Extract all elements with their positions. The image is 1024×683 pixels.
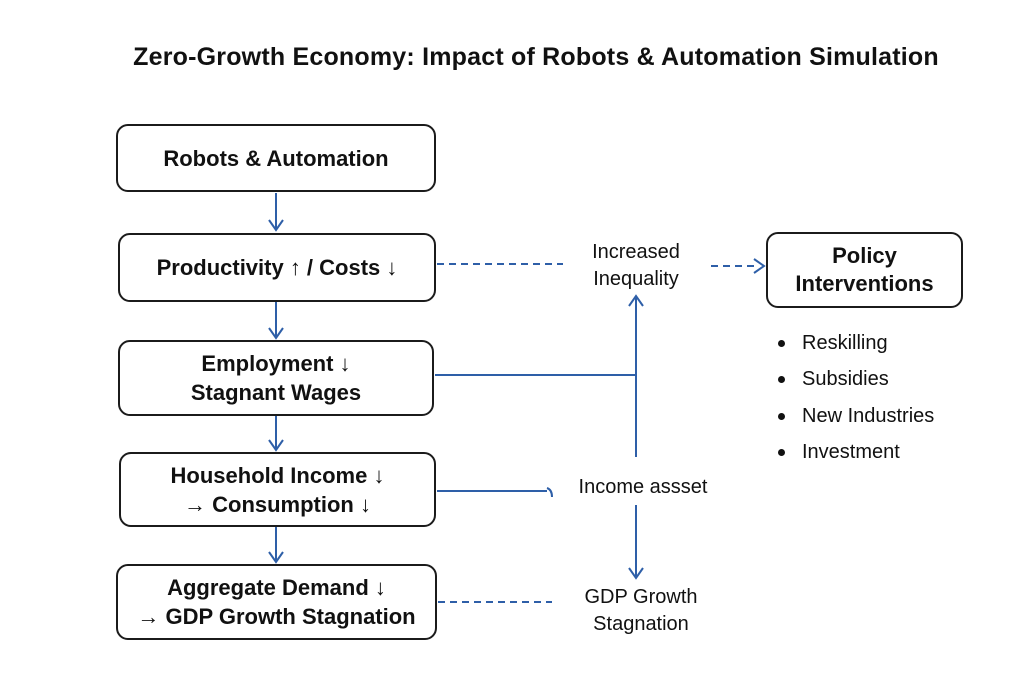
label-increased-inequality: Increased Inequality (592, 241, 680, 290)
flow-box-label: Stagnant Wages (190, 380, 362, 405)
arrow-robots-to-productivity (268, 193, 284, 232)
arrow-employment-to-household (268, 416, 284, 452)
policy-interventions-box: Policy Interventions (766, 232, 963, 308)
arrow-trunk-up-to-inequality (628, 294, 644, 457)
dashed-arrow-inequality-to-policy (711, 258, 766, 274)
flow-box-label: Productivity ↑ / Costs ↓ (156, 255, 398, 280)
list-item: Reskilling (778, 331, 934, 355)
flow-box-productivity-costs: Productivity ↑ / Costs ↓ (118, 233, 436, 302)
flow-box-label: Aggregate Demand ↓ (167, 575, 386, 600)
flow-box-label: Employment ↓ (201, 351, 351, 376)
label-gdp-stagnation: GDP Growth Stagnation (584, 586, 698, 635)
list-item: Subsidies (778, 368, 934, 392)
flow-box-label: Robots & Automation (163, 145, 389, 171)
bullet-icon (778, 339, 785, 347)
flow-box-robots-automation: Robots & Automation (116, 124, 436, 192)
policy-box-label: Policy (832, 243, 897, 268)
bullet-icon (778, 449, 785, 456)
flow-box-label: Household Income ↓ (170, 462, 385, 488)
label-income-asset: Income assset (578, 476, 708, 498)
bullet-icon (778, 412, 785, 420)
flow-box-label: → Consumption ↓ (184, 491, 371, 517)
arrow-productivity-to-employment (268, 302, 284, 340)
arrow-household-to-aggregate (268, 527, 284, 564)
bullet-label: Investment (802, 441, 900, 463)
list-item: Investment (778, 441, 934, 465)
flow-box-aggregate-demand: Aggregate Demand ↓ → GDP Growth Stagnati… (116, 564, 437, 640)
bullet-label: Subsidies (802, 368, 889, 390)
diagram-title: Zero-Growth Economy: Impact of Robots & … (133, 43, 939, 71)
policy-bullet-list: Reskilling Subsidies New Industries Inve… (778, 331, 934, 477)
flow-box-label: → GDP Growth Stagnation (137, 604, 416, 629)
arrow-trunk-down-to-gdp (628, 505, 644, 580)
flow-box-household-consumption: Household Income ↓ → Consumption ↓ (119, 452, 436, 527)
bullet-label: New Industries (802, 404, 935, 427)
policy-box-label: Interventions (795, 271, 934, 296)
bullet-label: Reskilling (802, 331, 888, 354)
bullet-icon (778, 376, 785, 383)
line-household-to-income-asset (437, 487, 553, 498)
list-item: New Industries (778, 404, 934, 428)
flow-box-employment-wages: Employment ↓ Stagnant Wages (118, 340, 434, 416)
